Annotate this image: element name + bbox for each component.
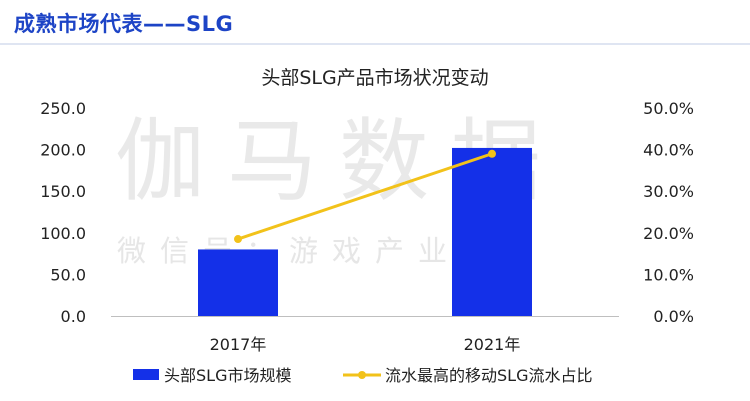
- chart-title: 头部SLG产品市场状况变动: [261, 67, 488, 89]
- right-y-tick-label: 20.0%: [643, 224, 694, 243]
- bar-series: [198, 147, 532, 316]
- right-y-tick-label: 50.0%: [643, 99, 694, 118]
- legend: 头部SLG市场规模 流水最高的移动SLG流水占比: [133, 366, 592, 385]
- legend-swatch-bar: [133, 369, 159, 380]
- x-tick-label: 2017年: [210, 335, 267, 354]
- line-point-2017: [234, 235, 242, 244]
- left-y-tick-label: 200.0: [40, 141, 86, 160]
- x-axis-labels: 2017年 2021年: [210, 335, 521, 354]
- series-line: [237, 152, 493, 241]
- page-title: 成熟市场代表——SLG: [14, 12, 234, 36]
- left-y-tick-label: 250.0: [40, 99, 86, 118]
- x-tick-label: 2021年: [464, 335, 521, 354]
- right-y-tick-label: 10.0%: [643, 265, 694, 284]
- bar-2017: [198, 249, 278, 316]
- right-y-tick-label: 40.0%: [643, 141, 694, 160]
- right-y-tick-label: 30.0%: [643, 182, 694, 201]
- right-y-axis: 50.0% 40.0% 30.0% 20.0% 10.0% 0.0%: [643, 99, 694, 326]
- left-y-tick-label: 0.0: [61, 307, 86, 326]
- legend-swatch-line-marker: [358, 371, 366, 379]
- left-y-tick-label: 150.0: [40, 182, 86, 201]
- left-y-axis: 250.0 200.0 150.0 100.0 50.0 0.0: [40, 99, 86, 326]
- left-y-tick-label: 50.0: [50, 265, 86, 284]
- bar-2021: [452, 147, 532, 316]
- line-point-2021: [488, 149, 496, 158]
- legend-label-bar: 头部SLG市场规模: [164, 366, 291, 385]
- left-y-tick-label: 100.0: [40, 224, 86, 243]
- right-y-tick-label: 0.0%: [653, 307, 694, 326]
- header-divider: [0, 43, 750, 45]
- legend-label-line: 流水最高的移动SLG流水占比: [385, 366, 592, 385]
- line-series: [234, 149, 496, 244]
